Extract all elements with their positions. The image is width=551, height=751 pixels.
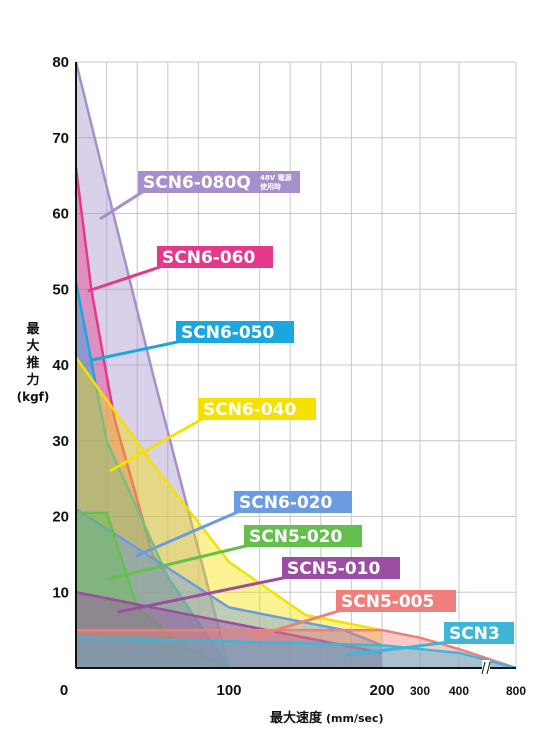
- series-label-scn5-010: SCN5-010: [287, 559, 380, 579]
- tick-labels: 0 100 200 300 400 800 10 20 30 40 50 60 70 80: [52, 54, 526, 699]
- series-line-scn6-050: [74, 281, 231, 669]
- leader-scn6-020: [135, 509, 241, 558]
- series-area-scn6-060: [76, 168, 229, 669]
- x-tick-label: 300: [410, 684, 430, 698]
- label-box-scn6-040: [198, 398, 316, 420]
- series-label-scn6-060: SCN6-060: [162, 248, 255, 268]
- leader-scn6-080q: [99, 189, 145, 221]
- series-label-scn6-020: SCN6-020: [239, 493, 332, 513]
- series-label-scn3: SCN3: [449, 624, 500, 644]
- leader-scn6-060: [87, 264, 164, 293]
- series-line-scn6-080q: [74, 61, 231, 669]
- y-tick-label: 40: [52, 357, 69, 374]
- x-tick-label: 100: [216, 682, 241, 699]
- x-tick-label: 200: [369, 682, 394, 699]
- series-line-scn3: [75, 636, 517, 670]
- x-tick-label: 400: [449, 684, 469, 698]
- series-label-scn6-050: SCN6-050: [181, 323, 274, 343]
- series-area-scn3: [76, 637, 516, 668]
- y-tick-label: 70: [52, 130, 69, 147]
- series-label-scn6-040: SCN6-040: [203, 400, 296, 420]
- x-axis-title: 最大速度: [270, 710, 323, 726]
- y-tick-label: 10: [52, 584, 69, 601]
- label-box-scn5-010: [282, 557, 400, 579]
- y-tick-label: 80: [52, 54, 69, 71]
- y-tick-label: 60: [52, 206, 69, 223]
- y-axis-title-line: 推: [26, 355, 39, 371]
- y-axis-title-line: 力: [26, 372, 39, 388]
- axis-break-gap: [482, 660, 490, 676]
- x-tick-label: 800: [506, 684, 526, 698]
- axes: [75, 62, 516, 676]
- y-tick-label: 50: [52, 281, 69, 298]
- series-area-scn6-050: [76, 281, 229, 668]
- y-tick-label: 20: [52, 509, 69, 526]
- leader-scn3: [345, 640, 451, 657]
- leader-scn6-040: [109, 416, 205, 473]
- leader-scn5-005: [255, 608, 343, 638]
- label-leaders: [87, 189, 451, 657]
- series-line-scn6-040: [74, 356, 383, 632]
- leader-scn5-010: [117, 575, 289, 614]
- y-axis-title-line: 最: [26, 322, 40, 337]
- y-axis-title-line: (kgf): [17, 390, 50, 404]
- series-label-scn5-005: SCN5-005: [341, 592, 434, 612]
- series-area-scn6-040: [76, 357, 382, 668]
- series-area-scn6-020: [76, 508, 382, 668]
- series-line-scn6-020: [75, 507, 383, 647]
- label-box-scn6-060: [157, 246, 273, 268]
- series-areas: [74, 61, 517, 670]
- label-box-scn5-005: [336, 590, 456, 612]
- series-label-scn5-020: SCN5-020: [249, 527, 342, 547]
- x-tick-label: 0: [60, 682, 68, 699]
- label-box-scn6-080q: [138, 171, 300, 193]
- grid-lines: [76, 61, 517, 668]
- label-box-scn6-020: [234, 491, 352, 513]
- series-area-scn6-080q: [76, 62, 229, 668]
- axis-break-marker: [481, 661, 491, 675]
- y-tick-label: 30: [52, 433, 69, 450]
- note-48v: 48V 電源: [260, 173, 292, 182]
- label-box-scn5-020: [244, 525, 362, 547]
- x-axis-unit: (mm/sec): [326, 712, 384, 725]
- label-box-scn3: [444, 622, 514, 644]
- series-label-scn6-080q: SCN6-080Q: [143, 173, 251, 193]
- note-use: 使用時: [259, 182, 281, 191]
- leader-scn6-050: [91, 339, 183, 362]
- leader-scn5-020: [107, 543, 251, 581]
- y-axis-title-line: 大: [26, 338, 39, 354]
- series-line-scn5-010: [75, 591, 383, 655]
- label-box-scn6-050: [176, 321, 294, 343]
